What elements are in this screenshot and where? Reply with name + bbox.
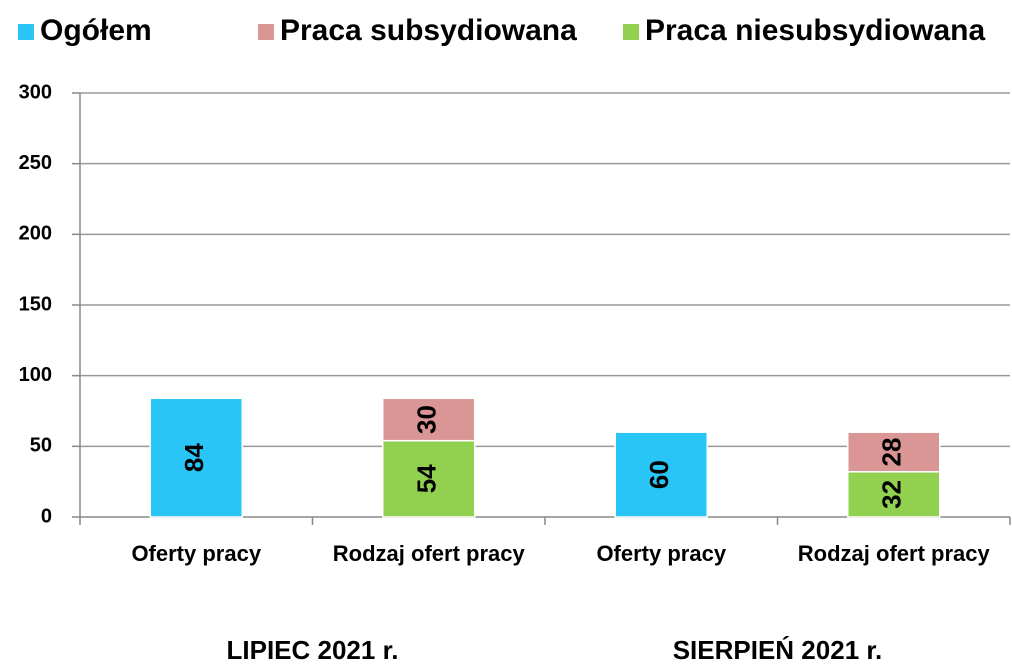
y-tick-label: 250	[19, 152, 52, 174]
bar-segment	[382, 397, 476, 442]
x-tick-label: Rodzaj ofert pracy	[333, 541, 526, 566]
y-tick-label: 100	[19, 364, 52, 386]
y-tick-label: 0	[41, 505, 52, 527]
data-label: 84	[179, 443, 209, 472]
legend-swatch	[258, 24, 274, 40]
x-tick-label: Oferty pracy	[596, 541, 726, 566]
group-label: LIPIEC 2021 r.	[227, 635, 399, 665]
legend-label: Praca niesubsydiowana	[645, 14, 985, 47]
y-tick-label: 50	[30, 435, 52, 457]
data-label: 32	[877, 480, 907, 509]
group-label: SIERPIEŃ 2021 r.	[673, 635, 883, 665]
bar-segment	[614, 431, 708, 518]
y-tick-label: 150	[19, 293, 52, 315]
y-tick-label: 200	[19, 223, 52, 245]
bar-segment	[149, 397, 243, 518]
data-label: 30	[412, 405, 442, 434]
bar-segment	[847, 431, 941, 473]
x-tick-label: Rodzaj ofert pracy	[798, 541, 991, 566]
data-label: 54	[412, 464, 442, 493]
legend-label: Ogółem	[40, 14, 152, 47]
x-tick-label: Oferty pracy	[131, 541, 261, 566]
data-label: 60	[644, 460, 674, 489]
bar-segment	[847, 471, 941, 518]
y-tick-label: 300	[19, 81, 52, 103]
legend-swatch	[18, 24, 34, 40]
legend-swatch	[623, 24, 639, 40]
bar-segment	[382, 439, 476, 518]
legend-label: Praca subsydiowana	[280, 14, 577, 47]
data-label: 28	[877, 438, 907, 467]
